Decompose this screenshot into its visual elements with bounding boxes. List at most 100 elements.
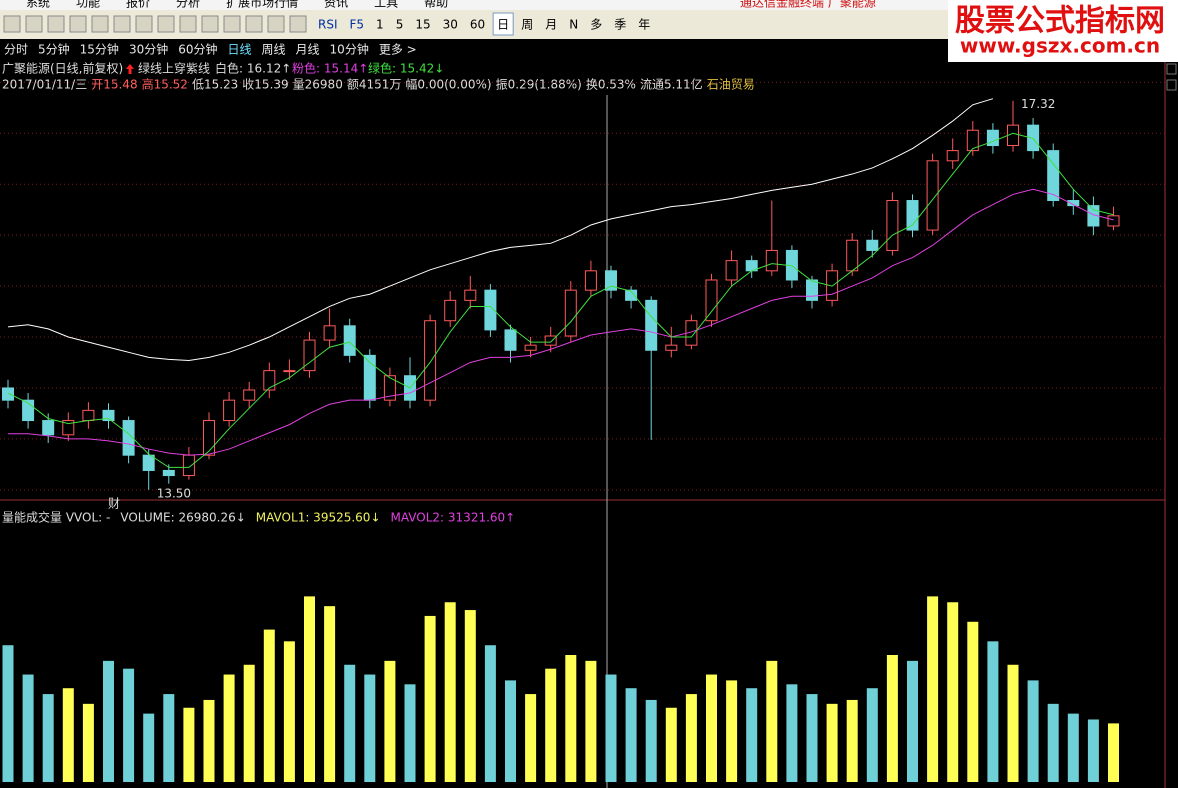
candle-body [22, 399, 35, 422]
candle-body [926, 160, 939, 231]
quote-field: 量26980 [293, 78, 343, 92]
quote-field: 振0.29(1.88%) [496, 78, 582, 92]
tool-icon [223, 15, 241, 33]
candle-body [524, 344, 537, 351]
tool-button[interactable]: 日 [497, 18, 509, 32]
menu-item: 报价 [126, 0, 150, 10]
volume-bar [505, 680, 516, 782]
low-label: 13.50 [157, 486, 191, 500]
quote-field: 开15.48 [91, 78, 137, 92]
menu-item: 工具 [374, 0, 398, 10]
candle-body [343, 325, 356, 356]
indicator-line [7, 132, 1114, 468]
period-tab[interactable]: 日线 [228, 43, 252, 57]
tool-button[interactable]: 15 [415, 18, 430, 32]
tool-button[interactable]: 60 [470, 18, 485, 32]
volume-bar [766, 660, 778, 782]
tool-button[interactable]: 周 [521, 18, 533, 32]
volume-bar [223, 674, 235, 782]
watermark-title: 股票公式指标网 [955, 4, 1165, 39]
period-tab[interactable]: 10分钟 [330, 42, 369, 57]
volume-bar [82, 703, 94, 782]
tool-button[interactable]: 季 [614, 18, 626, 32]
candle-body [1047, 150, 1060, 202]
candle-body [564, 289, 577, 337]
candle-body [122, 420, 135, 456]
tool-button[interactable]: 年 [638, 18, 650, 32]
indicator-line [7, 98, 994, 361]
volume-bar [1047, 703, 1059, 782]
volume-bar [826, 703, 838, 782]
period-tab[interactable]: 5分钟 [38, 42, 70, 57]
menu-bar [0, 0, 1178, 10]
volume-bar [2, 645, 14, 782]
candle-body [665, 344, 678, 351]
period-tab[interactable]: 30分钟 [129, 42, 168, 57]
volume-bar [605, 674, 617, 782]
period-tab[interactable]: 周线 [262, 43, 286, 57]
scroll-box [1166, 79, 1177, 91]
candle-body [846, 239, 859, 272]
candle-body [705, 279, 718, 322]
volume-bar [1067, 713, 1079, 782]
tool-icon [157, 15, 175, 33]
volume-bar [344, 664, 356, 782]
volume-bar [886, 655, 898, 782]
quote-field: 收15.39 [242, 78, 288, 92]
volume-bar [283, 641, 295, 782]
quote-field: 石油贸易 [707, 78, 755, 92]
event-mark: 财 [108, 497, 120, 511]
candle-body [162, 469, 175, 477]
volume-bar [183, 707, 195, 782]
volume-bar [103, 660, 114, 782]
period-tab[interactable]: 更多 > [379, 43, 417, 57]
tool-icon [201, 15, 219, 33]
tool-button[interactable]: 1 [376, 18, 384, 32]
period-tab[interactable]: 60分钟 [178, 42, 217, 57]
quote-field: 2017/01/11/三 [2, 78, 87, 92]
tool-button[interactable]: RSI [318, 18, 338, 32]
volume-bar [263, 629, 275, 782]
menu-item: 资讯 [324, 0, 348, 10]
candle-body [966, 129, 979, 152]
period-tab[interactable]: 15分钟 [80, 42, 119, 57]
tool-button[interactable]: N [569, 18, 578, 32]
tool-button[interactable]: 5 [396, 18, 404, 32]
green-value: 绿色: 15.42↓ [368, 61, 444, 76]
menu-item: 系统 [26, 0, 50, 10]
quote-field: 换0.53% [586, 78, 636, 92]
candle-body [203, 420, 215, 456]
tool-button[interactable]: F5 [350, 18, 365, 32]
period-tab[interactable]: 分时 [4, 43, 28, 57]
volume-bar [364, 674, 376, 782]
volume-bar [62, 688, 74, 782]
candle-body [866, 239, 879, 251]
candle-body [605, 270, 617, 291]
volume-bar [42, 694, 54, 782]
candle-body [283, 370, 296, 373]
tool-button[interactable]: 30 [443, 18, 458, 32]
tool-icon [3, 15, 21, 33]
signal-icon [126, 64, 134, 74]
watermark-url: www.gszx.com.cn [960, 34, 1160, 58]
quote-field: 幅0.00(0.00%) [405, 77, 491, 92]
tool-button[interactable]: 月 [545, 18, 557, 32]
volume-bar [324, 606, 336, 782]
candle-body [323, 325, 336, 341]
candle-body [223, 399, 236, 422]
period-tab[interactable]: 月线 [296, 43, 320, 57]
volume-bar [304, 596, 315, 782]
volume-bar [967, 621, 979, 782]
candle-body [263, 370, 276, 391]
volume-bar [22, 674, 34, 782]
volume-bar [464, 610, 476, 782]
quote-field: 高15.52 [142, 77, 188, 92]
quote-field: 额4151万 [347, 78, 402, 92]
tool-button[interactable]: 多 [590, 18, 602, 32]
volume-field: MAVOL2: 31321.60↑ [391, 511, 516, 525]
tool-icon [135, 15, 153, 33]
candle-body [243, 389, 256, 401]
volume-field: MAVOL1: 39525.60↓ [256, 511, 381, 525]
volume-bar [545, 668, 557, 782]
